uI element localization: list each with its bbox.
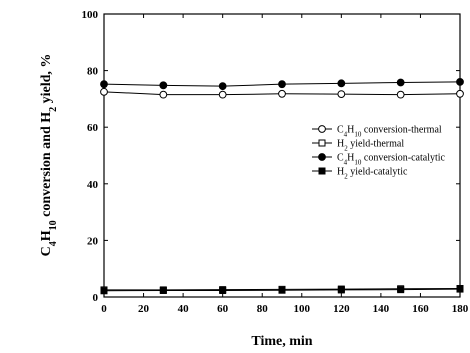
x-tick-label: 100 [294,303,311,315]
x-tick-label: 80 [257,303,269,315]
legend-label-2: C4H10 conversion-catalytic [337,153,446,167]
data-point-2-2 [218,82,227,91]
y-tick-label: 100 [82,9,99,21]
series-markers [100,78,464,295]
data-point-3-6 [456,285,464,293]
plot-frame [103,13,461,298]
y-tick-label: 0 [93,292,99,304]
data-point-2-4 [337,79,346,88]
data-point-0-1 [159,90,168,99]
x-axis-title: Time, min [251,334,312,349]
data-point-3-4 [337,286,345,294]
data-point-2-5 [396,78,405,87]
series-lines [103,81,461,292]
data-point-3-3 [278,286,286,294]
data-point-0-0 [100,87,108,96]
x-tick-label: 160 [412,303,429,315]
data-point-3-0 [100,287,108,295]
x-tick-label: 60 [217,303,229,315]
x-tick-label: 40 [178,303,190,315]
x-tick-label: 0 [101,303,107,315]
x-tick-label: 180 [452,303,469,315]
data-point-0-3 [278,89,286,98]
y-tick-label: 20 [87,235,99,247]
y-axis-title: C4H10 conversion and H2 yield, % [39,54,59,257]
legend-label-0: C4H10 conversion-thermal [337,125,442,139]
data-point-0-5 [396,90,405,99]
data-point-2-0 [100,80,108,89]
legend-marker-2 [318,153,326,161]
data-point-2-6 [456,78,464,86]
legend-marker-1 [318,139,326,147]
tick-group: 0 20 40 60 80 100 120 140 160 180 0 20 40 60 80 100 [82,9,469,315]
legend-label-3: H2 yield-catalytic [337,167,408,181]
y-tick-label: 80 [87,66,99,78]
data-point-3-1 [159,286,167,294]
legend-label-1: H2 yield-thermal [337,139,404,153]
x-tick-label: 20 [138,303,150,315]
data-point-2-1 [159,81,168,90]
data-point-0-2 [218,90,227,99]
data-point-3-2 [219,286,227,294]
x-tick-label: 120 [333,303,350,315]
data-point-0-4 [337,90,346,98]
legend-marker-0 [318,125,326,133]
data-point-2-3 [278,80,286,89]
y-tick-label: 60 [87,122,99,134]
legend-marker-3 [318,167,326,175]
y-tick-label: 40 [87,179,99,191]
x-tick-label: 140 [373,303,390,315]
data-point-0-6 [456,89,464,98]
data-point-3-5 [397,286,405,294]
